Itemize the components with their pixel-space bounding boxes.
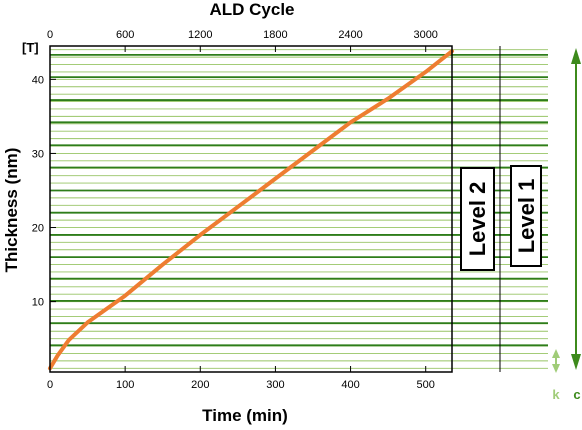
top-ticks: 0 600 1200 1800 2400 3000 — [47, 29, 438, 52]
thickness-series-line — [48, 49, 454, 371]
top-axis-title: ALD Cycle — [209, 0, 294, 19]
data-series — [48, 49, 454, 371]
level-2-label: Level 2 — [465, 182, 490, 257]
x-tick-label: 500 — [417, 379, 435, 391]
top-tick-label: 3000 — [413, 29, 437, 41]
y-tick-label: 30 — [32, 148, 44, 160]
y-axis-title: Thickness (nm) — [2, 148, 21, 273]
c-label: c — [573, 387, 580, 402]
x-tick-label: 400 — [341, 379, 359, 391]
x-tick-label: 100 — [116, 379, 134, 391]
x-tick-label: 300 — [266, 379, 284, 391]
top-tick-label: 1200 — [188, 29, 212, 41]
level-1-label: Level 1 — [514, 179, 539, 254]
spacing-arrows: k c — [552, 48, 581, 402]
x-tick-label: 0 — [47, 379, 53, 391]
c-arrow-head-top — [571, 48, 581, 64]
top-tick-label: 1800 — [263, 29, 287, 41]
x-ticks: 0 100 200 300 400 500 — [47, 366, 435, 391]
c-arrow-head-bottom — [571, 354, 581, 370]
x-axis-title: Time (min) — [202, 406, 288, 425]
k-arrow-head-bottom — [552, 364, 560, 373]
top-tick-label: 0 — [47, 29, 53, 41]
plot-frame — [49, 45, 453, 373]
k-label: k — [552, 387, 560, 402]
y-tick-label: 20 — [32, 223, 44, 235]
y-unit-tag: [T] — [22, 40, 39, 55]
top-tick-label: 2400 — [338, 29, 362, 41]
k-arrow-head-top — [552, 349, 560, 358]
x-tick-label: 200 — [191, 379, 209, 391]
y-tick-label: 40 — [32, 74, 44, 86]
top-tick-label: 600 — [116, 29, 134, 41]
y-ticks: 10 20 30 40 — [32, 74, 56, 309]
level-1-box: Level 1 — [510, 165, 542, 267]
level-2-box: Level 2 — [460, 167, 495, 271]
y-tick-label: 10 — [32, 297, 44, 309]
